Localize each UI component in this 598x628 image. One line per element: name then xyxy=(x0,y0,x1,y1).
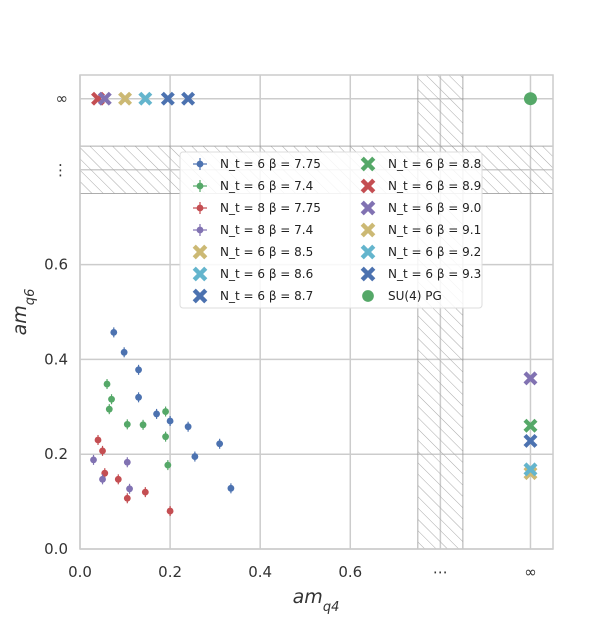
legend-marker xyxy=(196,204,204,212)
legend-label: N_t = 6 β = 7.75 xyxy=(220,157,321,171)
y-tick-label: ∞ xyxy=(56,90,69,108)
legend-label: N_t = 8 β = 7.4 xyxy=(220,223,313,237)
legend-marker xyxy=(360,178,376,194)
legend-label: N_t = 6 β = 8.8 xyxy=(388,157,481,171)
data-point xyxy=(162,408,169,415)
legend-marker xyxy=(192,266,208,282)
y-tick-label: 0.4 xyxy=(44,350,68,368)
data-point xyxy=(135,366,142,374)
legend-marker xyxy=(360,222,376,238)
tick-labels: 0.0 0.2 0.4 0.6 ⋯ ∞ 0.0 0.2 0.4 0.6 ⋮ ∞ xyxy=(44,90,537,581)
legend-marker xyxy=(360,200,376,216)
legend-marker xyxy=(360,244,376,260)
x-tick-label: ∞ xyxy=(524,563,537,581)
y-axis-label: amq6 xyxy=(9,289,38,336)
data-point xyxy=(105,405,113,413)
data-point xyxy=(184,423,192,431)
legend-marker xyxy=(192,288,208,304)
legend-label: N_t = 6 β = 8.9 xyxy=(388,179,481,193)
data-point xyxy=(166,507,174,515)
data-point xyxy=(118,91,133,106)
hatched-bands xyxy=(79,74,554,550)
legend-label: N_t = 6 β = 9.1 xyxy=(388,223,481,237)
data-point xyxy=(94,436,102,444)
x-tick-label: 0.6 xyxy=(338,563,362,581)
data-point xyxy=(160,91,175,106)
data-point xyxy=(523,433,538,448)
x-axis-label: amq4 xyxy=(293,586,340,615)
data-point xyxy=(523,466,538,481)
data-point xyxy=(135,393,142,401)
data-point xyxy=(141,488,149,496)
data-marks xyxy=(90,91,538,517)
data-point xyxy=(97,91,112,106)
data-point xyxy=(120,348,128,356)
data-point xyxy=(90,456,97,464)
y-tick-label: 0.0 xyxy=(44,540,68,558)
data-point xyxy=(181,91,196,106)
legend-marker xyxy=(192,244,208,260)
legend-label: N_t = 6 β = 9.2 xyxy=(388,245,481,259)
data-point xyxy=(110,328,118,336)
legend-label: N_t = 6 β = 8.6 xyxy=(220,267,313,281)
legend-label: N_t = 6 β = 8.7 xyxy=(220,289,313,303)
x-tick-label: 0.4 xyxy=(248,563,272,581)
data-point xyxy=(123,494,131,502)
y-tick-label: ⋮ xyxy=(53,161,68,179)
legend-box xyxy=(179,151,483,309)
legend-label: N_t = 6 β = 7.4 xyxy=(220,179,313,193)
y-tick-label: 0.6 xyxy=(44,256,68,274)
legend-marker xyxy=(362,290,374,302)
data-point xyxy=(523,92,537,106)
data-point xyxy=(227,484,235,492)
data-point xyxy=(523,371,538,386)
legend-marker xyxy=(360,156,376,172)
data-point xyxy=(191,453,199,460)
legend-label: N_t = 6 β = 9.0 xyxy=(388,201,481,215)
data-point xyxy=(99,447,106,455)
x-tick-label: ⋯ xyxy=(433,563,448,581)
plot-frame xyxy=(79,74,554,550)
legend-label: SU(4) PG xyxy=(388,289,442,303)
data-point xyxy=(164,461,172,469)
data-point xyxy=(162,433,169,441)
data-point xyxy=(166,417,174,425)
data-point xyxy=(126,485,133,493)
legend-marker xyxy=(196,226,204,234)
data-point xyxy=(139,421,147,429)
y-tick-label: 0.2 xyxy=(44,445,68,463)
data-point xyxy=(123,458,131,466)
data-point xyxy=(523,462,538,477)
legend-marker xyxy=(360,266,376,282)
data-point xyxy=(108,395,115,403)
legend-label: N_t = 8 β = 7.75 xyxy=(220,201,321,215)
x-tick-label: 0.0 xyxy=(68,563,92,581)
data-point xyxy=(123,420,131,428)
data-point xyxy=(523,418,538,433)
legend-marker xyxy=(196,160,204,168)
data-point xyxy=(153,410,160,418)
legend-label: N_t = 6 β = 8.5 xyxy=(220,245,313,259)
data-point xyxy=(216,440,224,448)
data-point xyxy=(99,475,106,483)
legend: N_t = 6 β = 7.75 N_t = 6 β = 7.4 N_t = 8 β… xyxy=(179,151,483,309)
data-point xyxy=(103,380,111,388)
data-point xyxy=(114,475,122,483)
x-tick-label: 0.2 xyxy=(158,563,182,581)
data-point xyxy=(138,91,153,106)
legend-marker xyxy=(196,182,204,190)
legend-label: N_t = 6 β = 9.3 xyxy=(388,267,481,281)
